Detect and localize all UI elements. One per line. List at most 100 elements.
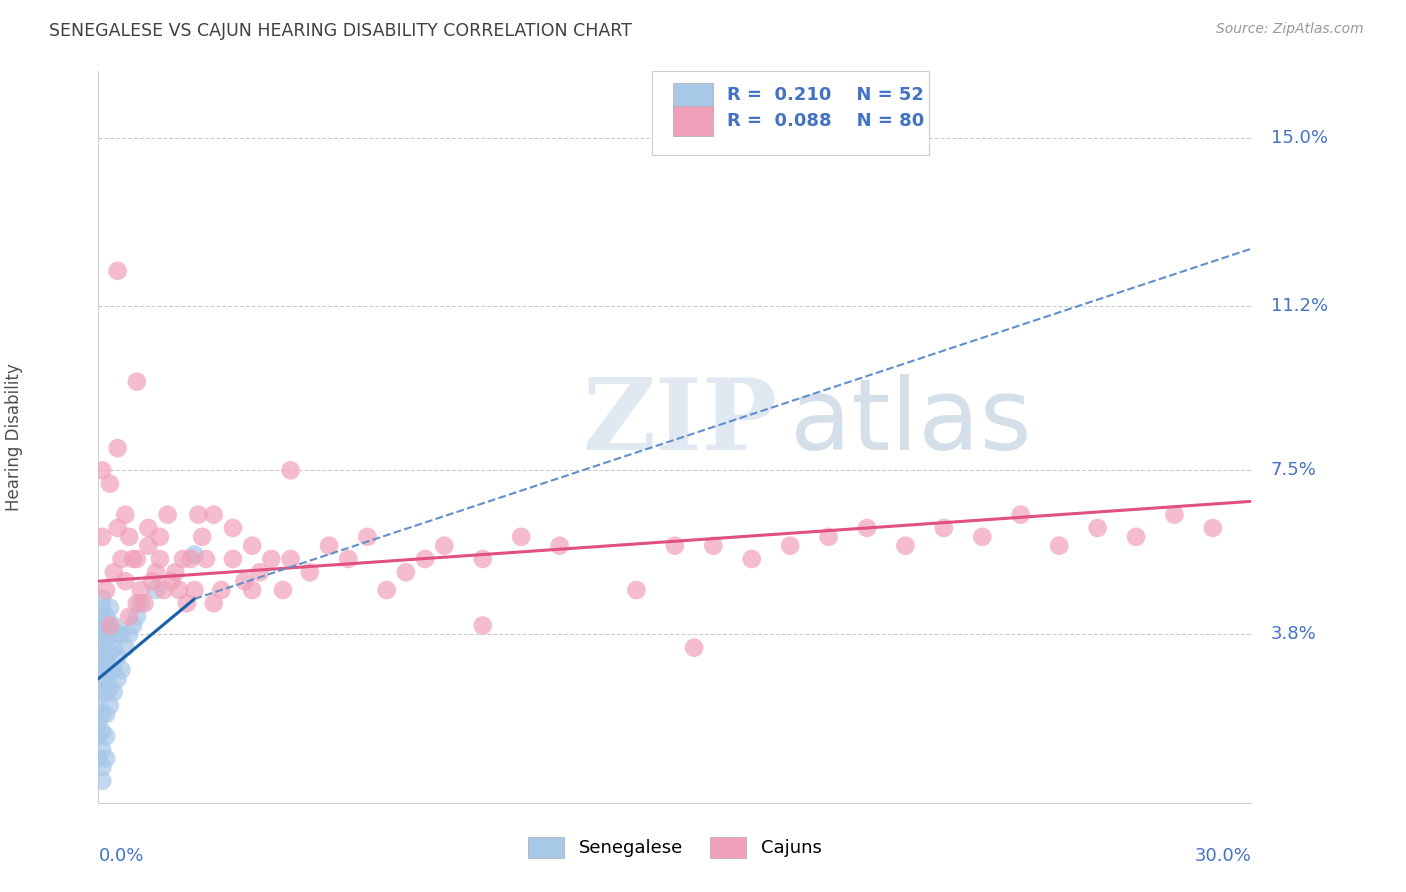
Point <box>122 618 145 632</box>
Point <box>145 566 167 580</box>
Point <box>107 627 129 641</box>
Point <box>94 751 117 765</box>
Text: atlas: atlas <box>790 374 1032 471</box>
Point <box>145 582 167 597</box>
Point <box>94 618 117 632</box>
Point <box>118 627 141 641</box>
Point <box>110 663 132 677</box>
Point <box>271 582 294 597</box>
Point <box>1163 508 1185 522</box>
Point <box>91 654 114 668</box>
Point <box>94 685 117 699</box>
Point <box>356 530 378 544</box>
Point <box>103 685 125 699</box>
Point <box>125 375 148 389</box>
Point <box>1087 521 1109 535</box>
Point <box>167 582 190 597</box>
Point <box>240 582 263 597</box>
FancyBboxPatch shape <box>652 71 928 155</box>
Point <box>779 539 801 553</box>
Text: Hearing Disability: Hearing Disability <box>4 363 22 511</box>
Point <box>91 742 114 756</box>
Point <box>91 760 114 774</box>
Point <box>141 574 163 589</box>
Point <box>118 530 141 544</box>
Point <box>160 574 183 589</box>
Point <box>1010 508 1032 522</box>
Point <box>110 552 132 566</box>
Point <box>122 552 145 566</box>
Point <box>395 566 418 580</box>
Point <box>433 539 456 553</box>
Point <box>222 521 245 535</box>
Point <box>471 618 494 632</box>
Point <box>202 596 225 610</box>
Point <box>817 530 839 544</box>
Point <box>318 539 340 553</box>
Point <box>664 539 686 553</box>
Text: ZIP: ZIP <box>582 374 778 471</box>
Point <box>149 530 172 544</box>
Text: 15.0%: 15.0% <box>1271 128 1327 147</box>
Point <box>91 707 114 722</box>
Point <box>280 552 302 566</box>
Point <box>114 508 136 522</box>
Point <box>91 645 114 659</box>
Point <box>94 636 117 650</box>
Point <box>94 707 117 722</box>
Point <box>375 582 398 597</box>
Point <box>172 552 194 566</box>
Point <box>91 685 114 699</box>
Point <box>103 566 125 580</box>
Point <box>98 618 121 632</box>
Point <box>932 521 955 535</box>
Text: R =  0.088    N = 80: R = 0.088 N = 80 <box>727 112 924 130</box>
Point <box>103 640 125 655</box>
Text: R =  0.210    N = 52: R = 0.210 N = 52 <box>727 87 924 104</box>
Point <box>209 582 232 597</box>
FancyBboxPatch shape <box>672 83 713 112</box>
Point <box>249 566 271 580</box>
Point <box>114 574 136 589</box>
Point <box>103 663 125 677</box>
Point <box>187 508 209 522</box>
Point <box>972 530 994 544</box>
Text: 7.5%: 7.5% <box>1271 461 1316 479</box>
Point <box>114 640 136 655</box>
FancyBboxPatch shape <box>672 106 713 136</box>
Point <box>98 698 121 713</box>
Point <box>107 649 129 664</box>
Text: Source: ZipAtlas.com: Source: ZipAtlas.com <box>1216 22 1364 37</box>
Point <box>94 609 117 624</box>
Point <box>87 751 110 765</box>
Point <box>94 627 117 641</box>
Point <box>103 618 125 632</box>
Point <box>98 645 121 659</box>
Point <box>107 441 129 455</box>
Point <box>222 552 245 566</box>
Point <box>165 566 187 580</box>
Point <box>626 582 648 597</box>
Point <box>118 609 141 624</box>
Point <box>98 681 121 695</box>
Point <box>125 552 148 566</box>
Point <box>413 552 436 566</box>
Point <box>91 627 114 641</box>
Point <box>91 600 114 615</box>
Point <box>337 552 360 566</box>
Point <box>87 698 110 713</box>
Point <box>125 609 148 624</box>
Point <box>94 582 117 597</box>
Point <box>98 476 121 491</box>
Point <box>91 636 114 650</box>
Point <box>87 716 110 731</box>
Point <box>152 582 174 597</box>
Point <box>91 609 114 624</box>
Point <box>298 566 321 580</box>
Text: 11.2%: 11.2% <box>1271 297 1327 315</box>
Point <box>1047 539 1070 553</box>
Point <box>134 596 156 610</box>
Text: 0.0%: 0.0% <box>98 847 143 865</box>
Point <box>91 591 114 606</box>
Point <box>548 539 571 553</box>
